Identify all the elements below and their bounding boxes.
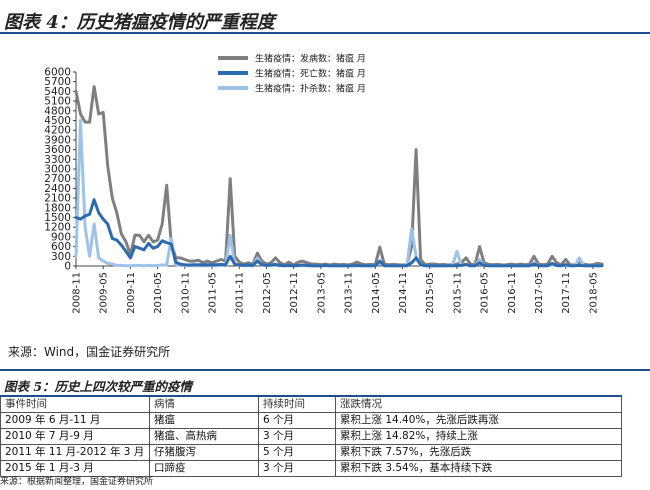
y-tick-label: 900 bbox=[51, 231, 71, 243]
table-cell: 累积上涨 14.82%，持续上涨 bbox=[335, 428, 622, 445]
y-tick-label: 1800 bbox=[44, 202, 71, 214]
y-tick-label: 2700 bbox=[44, 173, 71, 185]
table-cell: 累积下跌 3.54%，基本持续下跌 bbox=[335, 460, 622, 477]
column-header: 病情 bbox=[149, 395, 259, 413]
x-tick-label: 2013-11 bbox=[344, 272, 355, 314]
y-tick-label: 6000 bbox=[44, 67, 71, 79]
table-row: 2009 年 6 月-11 月 猪瘟 6 个月 累积上涨 14.40%，先涨后跌… bbox=[0, 412, 622, 429]
legend-label: 生猪疫情：死亡数：猪瘟 月 bbox=[255, 68, 366, 80]
y-tick-label: 2100 bbox=[44, 193, 71, 205]
outbreak-table: 事件时间 病情 持续时间 涨跌情况 2009 年 6 月-11 月 猪瘟 6 个… bbox=[0, 395, 622, 477]
legend-label: 生猪疫情：扑杀数：猪瘟 月 bbox=[255, 83, 366, 95]
table-cell: 2010 年 7 月-9 月 bbox=[0, 428, 150, 445]
table-row: 2015 年 1 月-3 月 口蹄疫 3 个月 累积下跌 3.54%，基本持续下… bbox=[0, 460, 622, 477]
y-tick-label: 3900 bbox=[44, 134, 71, 146]
x-tick-label: 2008-11 bbox=[72, 272, 83, 314]
y-tick-label: 3000 bbox=[44, 164, 71, 176]
y-tick-label: 3300 bbox=[44, 154, 71, 166]
x-tick-label: 2009-05 bbox=[99, 272, 110, 314]
figure-4-source: 来源：Wind，国金证券研究所 bbox=[8, 345, 171, 359]
legend-label: 生猪疫情：发病数：猪瘟 月 bbox=[255, 53, 366, 65]
chart-axes: 0300600900120015001800210024002700300033… bbox=[44, 67, 602, 314]
y-tick-label: 1200 bbox=[44, 222, 71, 234]
table-cell: 猪瘟 bbox=[149, 412, 259, 429]
y-tick-label: 4800 bbox=[44, 105, 71, 117]
y-tick-label: 600 bbox=[51, 241, 71, 253]
column-header: 持续时间 bbox=[258, 395, 336, 413]
divider bbox=[0, 369, 650, 371]
table-cell: 口蹄疫 bbox=[149, 460, 259, 477]
x-tick-label: 2016-11 bbox=[507, 272, 518, 314]
disease-severity-chart: 0300600900120015001800210024002700300033… bbox=[44, 53, 604, 314]
table-cell: 3 个月 bbox=[258, 460, 336, 477]
series-line bbox=[74, 119, 604, 268]
x-tick-label: 2017-11 bbox=[561, 272, 572, 314]
table-row: 2010 年 7 月-9 月 猪瘟、高热病 3 个月 累积上涨 14.82%，持… bbox=[0, 428, 622, 445]
table-cell: 2011 年 11 月-2012 年 3 月 bbox=[0, 444, 150, 461]
x-tick-label: 2009-11 bbox=[126, 272, 137, 314]
x-tick-label: 2010-11 bbox=[180, 272, 191, 314]
table-cell: 6 个月 bbox=[258, 412, 336, 429]
table-cell: 累积下跌 7.57%，先涨后跌 bbox=[335, 444, 622, 461]
figure-4-title: 图表 4：历史猪瘟疫情的严重程度 bbox=[0, 0, 650, 34]
table-cell: 2009 年 6 月-11 月 bbox=[0, 412, 150, 429]
x-tick-label: 2010-05 bbox=[153, 272, 164, 314]
y-tick-label: 3600 bbox=[44, 144, 71, 156]
y-tick-label: 5400 bbox=[44, 86, 71, 98]
table-cell: 2015 年 1 月-3 月 bbox=[0, 460, 150, 477]
table-cell: 5 个月 bbox=[258, 444, 336, 461]
column-header: 涨跌情况 bbox=[335, 395, 622, 413]
series-line bbox=[74, 85, 604, 267]
y-tick-label: 1500 bbox=[44, 212, 71, 224]
table-cell: 3 个月 bbox=[258, 428, 336, 445]
y-tick-label: 4200 bbox=[44, 125, 71, 137]
y-tick-label: 5100 bbox=[44, 96, 71, 108]
table-cell: 猪瘟、高热病 bbox=[149, 428, 259, 445]
figure-5-title: 图表 5：历史上四次较严重的疫情 bbox=[4, 379, 193, 394]
table-cell: 累积上涨 14.40%，先涨后跌再涨 bbox=[335, 412, 622, 429]
x-tick-label: 2011-11 bbox=[235, 272, 246, 314]
x-tick-label: 2012-11 bbox=[289, 272, 300, 314]
x-tick-label: 2014-05 bbox=[371, 272, 382, 314]
y-tick-label: 300 bbox=[51, 251, 71, 263]
x-tick-label: 2017-05 bbox=[534, 272, 545, 314]
x-tick-label: 2016-05 bbox=[480, 272, 491, 314]
x-tick-label: 2013-05 bbox=[316, 272, 327, 314]
x-tick-label: 2018-05 bbox=[588, 272, 599, 314]
series-line bbox=[74, 198, 604, 268]
y-tick-label: 0 bbox=[64, 261, 71, 273]
y-tick-label: 4500 bbox=[44, 115, 71, 127]
y-tick-label: 2400 bbox=[44, 183, 71, 195]
column-header: 事件时间 bbox=[0, 395, 150, 413]
figure-5-source: 来源：根据新闻整理，国金证券研究所 bbox=[0, 477, 154, 487]
table-row: 2011 年 11 月-2012 年 3 月 仔猪腹泻 5 个月 累积下跌 7.… bbox=[0, 444, 622, 461]
table-header-row: 事件时间 病情 持续时间 涨跌情况 bbox=[0, 395, 622, 413]
chart-series bbox=[74, 85, 604, 268]
x-tick-label: 2012-05 bbox=[262, 272, 273, 314]
x-tick-label: 2014-11 bbox=[398, 272, 409, 314]
table-cell: 仔猪腹泻 bbox=[149, 444, 259, 461]
y-tick-label: 5700 bbox=[44, 76, 71, 88]
x-tick-label: 2011-05 bbox=[208, 272, 219, 314]
x-tick-label: 2015-05 bbox=[425, 272, 436, 314]
x-tick-label: 2015-11 bbox=[452, 272, 463, 314]
